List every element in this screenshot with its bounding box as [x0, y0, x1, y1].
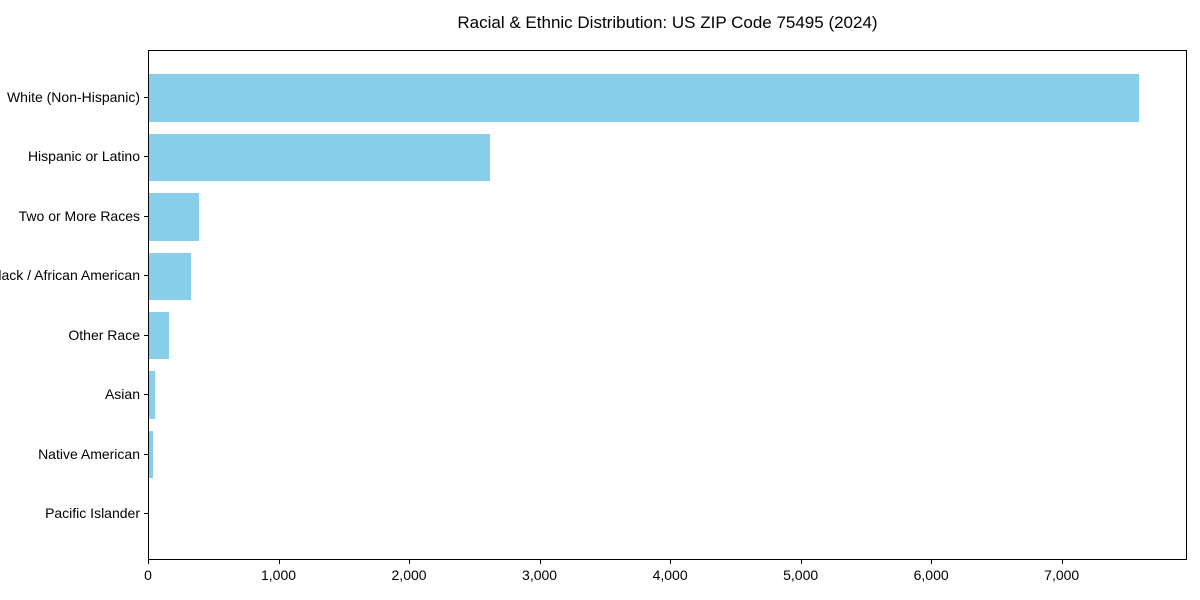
- x-axis-tick-label: 4,000: [652, 567, 688, 583]
- x-axis-tick-label: 3,000: [522, 567, 558, 583]
- y-axis-label: Black / African American: [0, 267, 140, 284]
- y-axis-label: Asian: [104, 386, 140, 403]
- y-axis-tick: [144, 156, 148, 158]
- y-axis-label: Hispanic or Latino: [27, 148, 140, 165]
- x-axis-tick-label: 6,000: [913, 567, 949, 583]
- y-axis-tick: [144, 96, 148, 98]
- y-axis-label: Pacific Islander: [45, 505, 140, 522]
- x-axis-tick-label: 7,000: [1044, 567, 1080, 583]
- y-axis-tick: [144, 513, 148, 515]
- bar: [149, 193, 199, 241]
- x-axis-tick: [931, 560, 933, 564]
- y-axis-label: Native American: [38, 445, 140, 462]
- y-axis-tick: [144, 394, 148, 396]
- x-axis-tick: [800, 560, 802, 564]
- y-axis-tick: [144, 275, 148, 277]
- x-axis-tick-label: 1,000: [260, 567, 297, 583]
- x-axis-tick: [539, 560, 541, 564]
- x-axis-tick-label: 2,000: [391, 567, 427, 583]
- x-axis-tick: [670, 560, 672, 564]
- bar: [149, 371, 155, 419]
- y-axis-tick: [144, 453, 148, 455]
- x-axis-tick-label: 0: [144, 567, 152, 583]
- x-axis-tick: [148, 560, 149, 564]
- x-axis-tick-label: 5,000: [783, 567, 819, 583]
- bar: [149, 311, 169, 360]
- y-axis-tick: [144, 215, 148, 217]
- bar: [149, 252, 191, 301]
- x-axis-tick: [278, 560, 280, 564]
- y-axis-label: Two or More Races: [18, 207, 140, 224]
- x-axis-tick: [409, 560, 411, 564]
- y-axis-label: White (Non-Hispanic): [6, 88, 140, 105]
- chart-title: Racial & Ethnic Distribution: US ZIP Cod…: [457, 13, 878, 32]
- bar: [149, 74, 1139, 122]
- y-axis-tick: [144, 334, 148, 336]
- x-axis-tick: [1061, 560, 1063, 564]
- bar: [149, 430, 153, 479]
- y-axis-label: Other Race: [68, 326, 140, 343]
- plot-area: [148, 50, 1187, 560]
- bar: [149, 133, 490, 182]
